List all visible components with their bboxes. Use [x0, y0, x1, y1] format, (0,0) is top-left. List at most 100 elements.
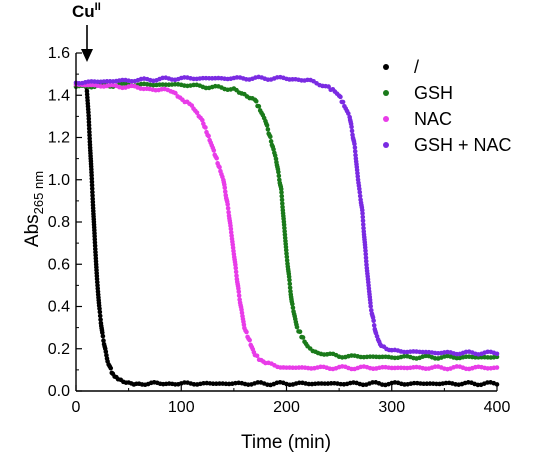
data-point: [86, 116, 92, 122]
data-point: [411, 380, 417, 386]
data-point: [338, 94, 343, 100]
x-tick-label: 100: [168, 399, 195, 416]
data-point: [234, 273, 239, 279]
data-point: [103, 349, 109, 355]
data-point: [494, 351, 500, 357]
data-point: [287, 285, 293, 291]
data-point: [255, 380, 261, 385]
data-point: [290, 305, 296, 311]
data-point: [363, 251, 369, 257]
legend-marker: [383, 90, 389, 96]
data-point: [284, 254, 290, 260]
x-axis-ticks: 0 100 200 300 400: [72, 385, 511, 416]
y-tick-label: 0.4: [48, 299, 70, 316]
data-point: [357, 189, 363, 195]
data-point: [244, 329, 249, 335]
data-point: [355, 170, 360, 176]
data-point: [233, 269, 239, 275]
data-point: [233, 265, 239, 271]
data-point: [286, 274, 292, 279]
data-point: [294, 324, 300, 330]
data-point: [328, 381, 334, 386]
data-point: [90, 189, 95, 195]
data-point: [264, 123, 270, 128]
data-point: [268, 139, 274, 144]
cu-annotation-text: Cu: [72, 2, 95, 21]
data-point: [89, 182, 95, 188]
series-3: [73, 74, 500, 357]
data-point: [287, 277, 292, 283]
data-point: [97, 313, 103, 319]
data-point: [87, 132, 92, 138]
data-point: [194, 110, 200, 116]
legend-item: GSH + NAC: [383, 135, 512, 155]
data-point: [89, 179, 95, 185]
data-point: [276, 173, 282, 179]
data-point: [225, 205, 231, 211]
data-point: [284, 258, 290, 263]
data-point: [217, 381, 222, 386]
data-point: [279, 201, 285, 206]
y-tick-label: 1.2: [48, 130, 70, 147]
legend-item: NAC: [383, 109, 452, 129]
data-point: [360, 214, 366, 220]
legend-item: GSH: [383, 83, 453, 103]
data-point: [90, 193, 95, 198]
data-point: [268, 134, 273, 140]
data-point: [357, 193, 363, 199]
data-point: [279, 193, 285, 199]
data-point: [228, 226, 234, 232]
x-tick-label: 200: [273, 399, 300, 416]
legend-label: GSH: [414, 83, 453, 103]
data-point: [363, 255, 369, 261]
x-tick-label: 400: [484, 399, 511, 416]
data-point: [228, 230, 234, 235]
data-point: [279, 190, 284, 195]
data-point: [276, 169, 281, 175]
data-point: [371, 318, 376, 324]
cu-annotation-superscript: II: [95, 1, 101, 13]
data-point: [352, 145, 358, 150]
data-point: [86, 126, 92, 131]
data-point: [300, 335, 306, 340]
data-point: [346, 111, 351, 116]
down-arrow-icon: [81, 49, 93, 62]
series-0: [84, 82, 500, 388]
data-point: [371, 323, 377, 328]
data-point: [200, 117, 205, 123]
y-tick-label: 0.8: [48, 214, 70, 231]
data-point: [296, 380, 302, 386]
x-tick-label: 0: [72, 399, 81, 416]
data-point: [225, 202, 230, 207]
y-axis-title-main: Abs: [22, 214, 43, 247]
y-tick-label: 1.0: [48, 172, 70, 189]
data-point: [306, 381, 312, 387]
legend-label: /: [414, 57, 419, 77]
y-tick-label: 1.6: [48, 45, 70, 62]
legend: / GSH NAC GSH + NAC: [383, 57, 512, 155]
y-tick-label: 0.0: [48, 383, 70, 400]
data-point: [278, 186, 284, 192]
data-point: [368, 300, 373, 306]
data-point: [90, 196, 95, 202]
data-point: [97, 309, 103, 315]
data-point: [322, 381, 328, 386]
y-tick-label: 1.4: [48, 87, 70, 104]
data-point: [421, 381, 426, 387]
data-point: [340, 99, 346, 105]
data-point: [271, 147, 276, 152]
data-point: [290, 301, 295, 307]
data-point: [97, 306, 102, 311]
data-point: [265, 127, 271, 132]
data-point: [98, 317, 103, 322]
data-point: [89, 176, 95, 181]
legend-label: NAC: [414, 109, 452, 129]
series-layer: [73, 74, 500, 388]
data-point: [86, 119, 92, 125]
data-point: [297, 329, 303, 335]
data-point: [87, 129, 92, 135]
data-point: [349, 128, 355, 134]
data-point: [359, 207, 365, 213]
